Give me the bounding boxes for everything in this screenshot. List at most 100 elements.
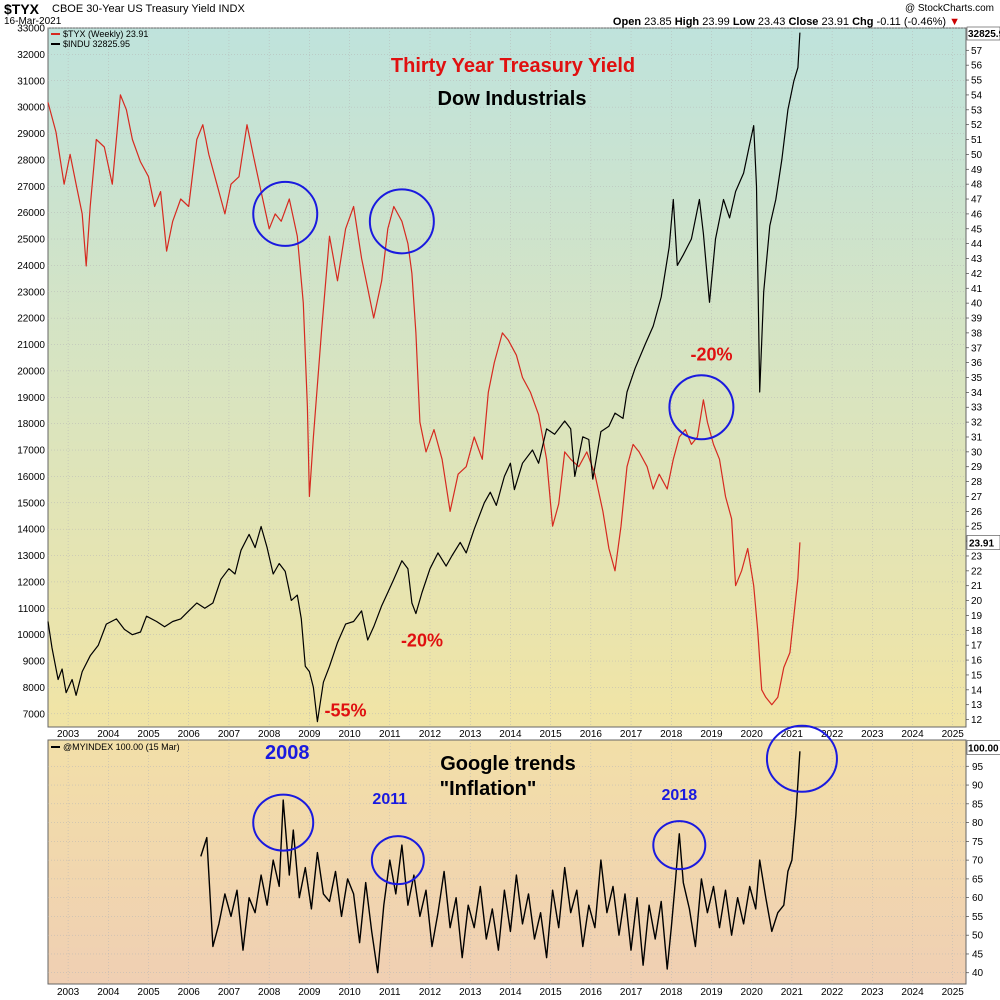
bottom-x-tick-label: 2007 [218,987,241,998]
bottom-x-tick-label: 2017 [620,987,643,998]
top-x-tick-label: 2021 [781,729,804,740]
left-axis-tick-label: 19000 [17,393,45,404]
right-axis-tick-label: 48 [971,180,983,191]
right-axis-tick-label: 33 [971,403,983,414]
legend-entry: $TYX (Weekly) 23.91 [63,29,148,39]
bottom-x-tick-label: 2014 [499,987,522,998]
top-x-tick-label: 2020 [741,729,764,740]
right-axis-tick-label: 32 [971,418,983,429]
top-x-tick-label: 2013 [459,729,482,740]
bottom-x-tick-label: 2004 [97,987,120,998]
low-value: 23.43 [757,16,786,28]
bottom-x-tick-label: 2013 [459,987,482,998]
right-axis-tick-label: 21 [971,581,983,592]
right-axis-tick-label: 36 [971,358,983,369]
bottom-x-tick-label: 2008 [258,987,281,998]
top-x-tick-label: 2017 [620,729,643,740]
right-axis-tick-label: 54 [971,90,983,101]
chg-label: Chg [852,16,874,28]
open-label: Open [612,16,642,28]
right-axis-tick-label: 20 [971,596,983,607]
left-axis-tick-label: 23000 [17,287,45,298]
drawdown-annotation: -55% [325,700,367,720]
left-axis-tick-label: 8000 [23,683,46,694]
left-axis-tick-label: 9000 [23,657,46,668]
right-axis-tick-label: 41 [971,284,983,295]
right-axis-tick-label: 39 [971,314,983,325]
drawdown-annotation: -20% [401,631,443,651]
left-axis-tick-label: 20000 [17,366,45,377]
left-axis-tick-label: 24000 [17,261,45,272]
highlight-circle [668,374,735,441]
right-axis-tick-label: 18 [971,626,983,637]
bottom-x-tick-label: 2012 [419,987,442,998]
bottom-right-axis-tick-label: 65 [972,874,984,885]
bottom-x-tick-label: 2005 [137,987,160,998]
left-axis-tick-label: 16000 [17,472,45,483]
bottom-x-tick-label: 2015 [540,987,563,998]
right-axis-tick-label: 53 [971,105,983,116]
right-axis-tick-label: 14 [971,685,983,696]
bottom-right-axis-tick-label: 55 [972,912,984,923]
top-x-tick-label: 2003 [57,729,80,740]
bottom-chart-subtitle: "Inflation" [440,778,537,800]
right-axis-tick-label: 50 [971,150,983,161]
bottom-legend-entry: @MYINDEX 100.00 (15 Mar) [63,742,180,752]
high-value: 23.99 [702,16,730,28]
left-axis-tick-label: 33000 [17,24,45,35]
bottom-right-axis-tick-label: 70 [972,856,984,867]
bottom-x-tick-label: 2018 [660,987,683,998]
chart-title: Thirty Year Treasury Yield [391,55,635,77]
top-x-tick-label: 2007 [218,729,241,740]
right-axis-tick-label: 26 [971,507,983,518]
top-x-tick-label: 2012 [419,729,442,740]
right-axis-tick-label: 56 [971,61,983,72]
left-axis-tick-label: 27000 [17,182,45,193]
trend-highlight-circle [652,820,707,871]
top-x-tick-label: 2004 [97,729,120,740]
ohlc-readout: Open 23.85 High 23.99 Low 23.43 Close 23… [613,16,960,28]
bottom-right-axis-tick-label: 80 [972,818,984,829]
top-x-tick-label: 2016 [580,729,603,740]
right-axis-tick-label: 40 [971,299,983,310]
yield-last-value-box [966,535,1000,550]
year-annotation: 2008 [265,742,310,764]
right-axis-tick-label: 47 [971,195,983,206]
right-axis-tick-label: 35 [971,373,983,384]
bottom-x-tick-label: 2019 [700,987,723,998]
left-axis-tick-label: 25000 [17,235,45,246]
bottom-right-axis-tick-label: 40 [972,968,984,979]
bottom-right-axis-tick-label: 85 [972,799,984,810]
google-trends-line [200,751,801,974]
left-axis-tick-label: 7000 [23,709,46,720]
legend-entry: $INDU 32825.95 [63,39,130,49]
bottom-x-tick-label: 2024 [901,987,924,998]
highlight-circle [252,180,319,247]
top-panel-background [47,27,967,728]
right-axis-tick-label: 49 [971,165,983,176]
yield-last-value-label: 23.91 [969,538,994,549]
chart-date: 16-Mar-2021 [4,16,62,27]
year-annotation: 2018 [662,787,698,804]
bottom-chart-title: Google trends [440,753,576,775]
bottom-x-tick-label: 2011 [379,987,401,998]
dow-last-value-label: 32825.9 [968,29,1000,40]
right-axis-tick-label: 22 [971,566,983,577]
trend-highlight-circle [252,793,315,852]
trends-last-value-label: 100.00 [968,744,999,755]
bottom-right-axis-tick-label: 45 [972,949,984,960]
left-axis-tick-label: 32000 [17,50,45,61]
right-axis-tick-label: 23 [971,551,983,562]
left-axis-tick-label: 18000 [17,419,45,430]
right-axis-tick-label: 46 [971,209,983,220]
left-axis-tick-label: 29000 [17,129,45,140]
bottom-x-tick-label: 2025 [942,987,965,998]
right-axis-tick-label: 27 [971,492,983,503]
right-axis-tick-label: 45 [971,224,983,235]
year-annotation: 2011 [372,791,407,808]
symbol: $TYX [4,1,40,17]
right-axis-tick-label: 17 [971,641,983,652]
left-axis-tick-label: 13000 [17,551,45,562]
highlight-circle [368,188,435,255]
bottom-x-tick-label: 2021 [781,987,804,998]
